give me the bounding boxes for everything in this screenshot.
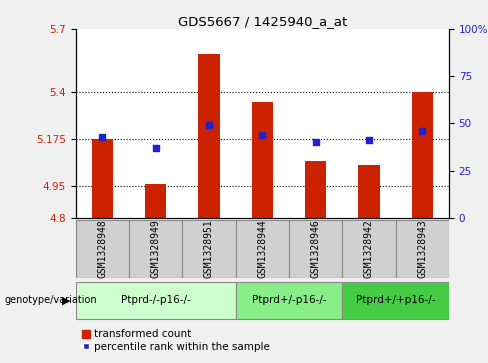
Bar — [183, 220, 236, 278]
Bar — [76, 282, 236, 319]
Text: Ptprd-/-p16-/-: Ptprd-/-p16-/- — [121, 295, 190, 305]
Point — [259, 132, 266, 138]
Text: GSM1328944: GSM1328944 — [257, 219, 267, 278]
Point — [205, 122, 213, 128]
Point — [312, 139, 320, 145]
Text: GSM1328946: GSM1328946 — [311, 219, 321, 278]
Bar — [289, 220, 342, 278]
Bar — [76, 220, 129, 278]
Point — [365, 138, 373, 143]
Point — [418, 128, 426, 134]
Bar — [396, 220, 449, 278]
Bar — [92, 139, 113, 218]
Point — [99, 134, 106, 139]
Bar — [236, 220, 289, 278]
Legend: transformed count, percentile rank within the sample: transformed count, percentile rank withi… — [81, 328, 271, 353]
Bar — [305, 161, 326, 218]
Bar — [129, 220, 183, 278]
Text: Ptprd+/-p16-/-: Ptprd+/-p16-/- — [252, 295, 326, 305]
Bar — [198, 54, 220, 218]
Bar — [252, 102, 273, 218]
Text: ▶: ▶ — [62, 295, 71, 305]
Text: Ptprd+/+p16-/-: Ptprd+/+p16-/- — [356, 295, 435, 305]
Bar — [342, 220, 396, 278]
Text: GSM1328948: GSM1328948 — [97, 219, 107, 278]
Bar — [412, 92, 433, 218]
Text: GSM1328942: GSM1328942 — [364, 219, 374, 278]
Text: genotype/variation: genotype/variation — [5, 295, 98, 305]
Bar — [358, 166, 380, 218]
Bar — [342, 282, 449, 319]
Text: GSM1328949: GSM1328949 — [151, 219, 161, 278]
Bar — [145, 184, 166, 218]
Point — [152, 145, 160, 151]
Bar — [236, 282, 342, 319]
Title: GDS5667 / 1425940_a_at: GDS5667 / 1425940_a_at — [178, 15, 347, 28]
Text: GSM1328943: GSM1328943 — [417, 219, 427, 278]
Text: GSM1328951: GSM1328951 — [204, 219, 214, 278]
